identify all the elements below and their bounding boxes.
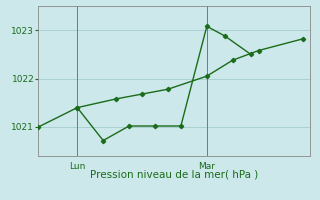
Text: Lun: Lun bbox=[69, 162, 85, 171]
Text: Mar: Mar bbox=[198, 162, 215, 171]
X-axis label: Pression niveau de la mer( hPa ): Pression niveau de la mer( hPa ) bbox=[90, 170, 259, 180]
